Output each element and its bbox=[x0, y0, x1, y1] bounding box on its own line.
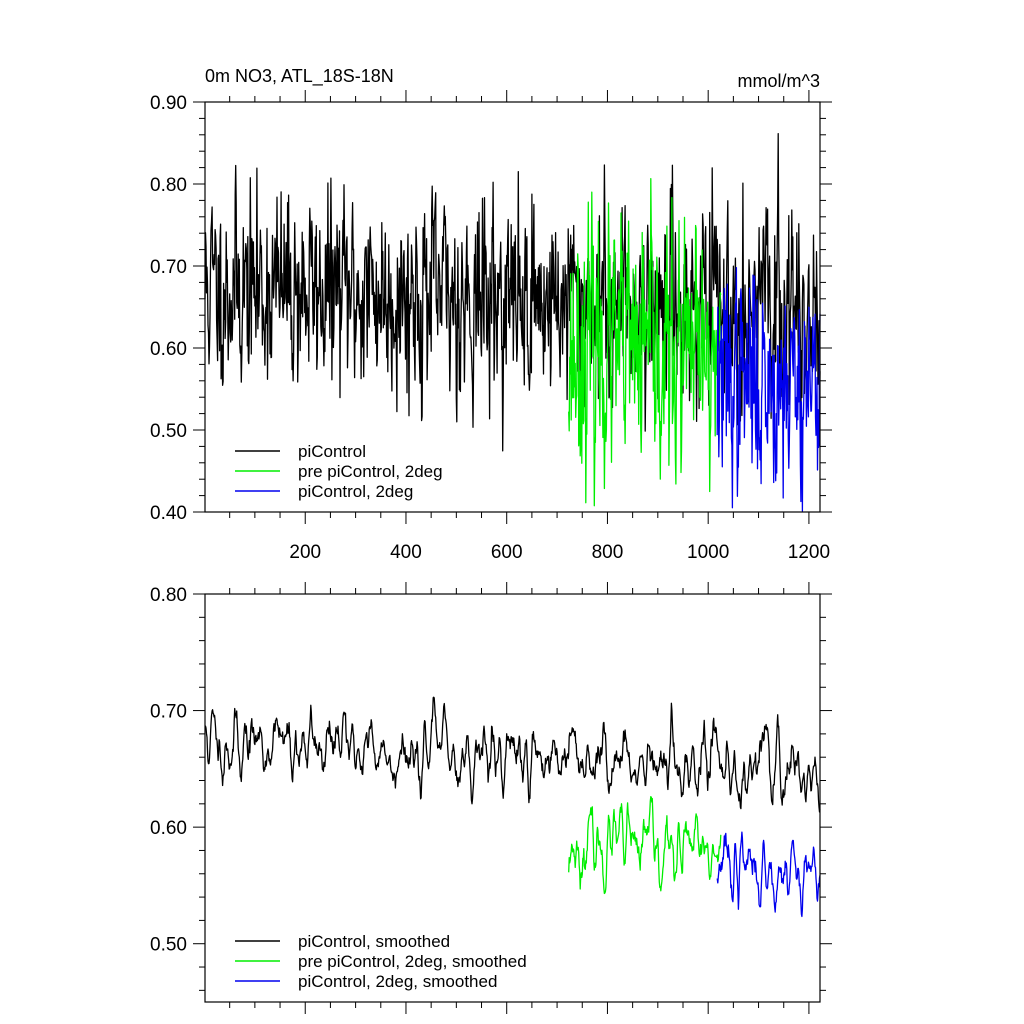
series-line-pre-picontrol-2deg-smoothed bbox=[568, 796, 722, 895]
series-line-pre-picontrol-2deg bbox=[568, 178, 722, 507]
top-series-group bbox=[204, 132, 821, 512]
series-line-picontrol bbox=[204, 132, 821, 452]
series-line-picontrol-2deg bbox=[716, 266, 821, 512]
y-tick-label: 0.50 bbox=[150, 421, 187, 442]
series-line-picontrol-2deg-smoothed bbox=[716, 831, 821, 918]
y-tick-label: 0.40 bbox=[150, 503, 187, 524]
legend-label-piControl-smoothed: piControl, smoothed bbox=[298, 932, 450, 951]
y-tick-label: 0.60 bbox=[150, 818, 187, 839]
x-tick-label: 1200 bbox=[788, 542, 830, 563]
y-tick-label: 0.80 bbox=[150, 175, 187, 196]
units-label: mmol/m^3 bbox=[738, 71, 820, 91]
bottom-plot-frame bbox=[204, 593, 821, 1003]
y-tick-label: 0.70 bbox=[150, 257, 187, 278]
top-panel: 0m NO3, ATL_18S-18N mmol/m^3 0.40 0.50 0.6… bbox=[150, 66, 832, 563]
bottom-legend: piControl, smoothed pre piControl, 2deg,… bbox=[235, 932, 527, 991]
y-tick-label: 0.60 bbox=[150, 339, 187, 360]
legend-label-piControl-2deg: piControl, 2deg bbox=[298, 482, 413, 501]
top-legend: piControl pre piControl, 2deg piControl,… bbox=[235, 442, 443, 501]
chart-title: 0m NO3, ATL_18S-18N bbox=[205, 66, 394, 87]
series-line-picontrol-smoothed bbox=[204, 696, 821, 813]
x-tick-label: 600 bbox=[491, 542, 523, 563]
y-tick-label: 0.90 bbox=[150, 93, 187, 114]
x-tick-label: 400 bbox=[390, 542, 422, 563]
x-tick-label: 200 bbox=[289, 542, 321, 563]
bottom-series-group bbox=[204, 696, 821, 918]
y-tick-label: 0.50 bbox=[150, 935, 187, 956]
bottom-ticks-group: 0.50 0.60 0.70 0.80 bbox=[150, 582, 832, 1014]
x-tick-label: 800 bbox=[592, 542, 624, 563]
bottom-panel: 0.50 0.60 0.70 0.80 piControl, smoothed pre… bbox=[150, 582, 832, 1014]
legend-label-pre-piControl-2deg-smoothed: pre piControl, 2deg, smoothed bbox=[298, 952, 527, 971]
y-tick-label: 0.70 bbox=[150, 702, 187, 723]
y-tick-label: 0.80 bbox=[150, 585, 187, 606]
top-plot-frame bbox=[204, 101, 821, 513]
x-tick-label: 1000 bbox=[687, 542, 729, 563]
legend-label-piControl-2deg-smoothed: piControl, 2deg, smoothed bbox=[298, 972, 497, 991]
top-ticks-group: 0.40 0.50 0.60 0.70 0.80 0.90 200 400 600 800 1000… bbox=[150, 90, 832, 563]
legend-label-piControl: piControl bbox=[298, 442, 366, 461]
legend-label-pre-piControl-2deg: pre piControl, 2deg bbox=[298, 462, 443, 481]
